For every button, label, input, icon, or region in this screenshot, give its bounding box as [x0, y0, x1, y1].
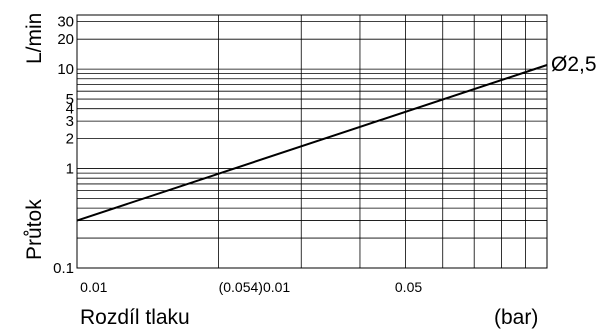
y-tick-label: 30	[57, 14, 74, 31]
x-tick-label: (0.054)0.01	[219, 279, 291, 295]
y-tick-label: 20	[57, 31, 74, 48]
x-axis-unit-label: (bar)	[494, 306, 538, 329]
y-tick-label: 0.1	[53, 260, 74, 277]
series-lines: Ø2,5	[76, 53, 597, 222]
x-tick-label: 0.05	[395, 279, 422, 295]
y-tick-label: 1	[66, 161, 74, 178]
axis-titles: L/min Průtok Rozdíl tlaku (bar)	[23, 13, 538, 329]
grid-lines	[76, 14, 548, 269]
y-axis-label: Průtok	[23, 199, 46, 260]
y-tick-label: 10	[57, 61, 74, 78]
y-axis-unit-label: L/min	[23, 13, 46, 64]
y-tick-label: 3	[66, 113, 74, 130]
y-tick-label: 4	[66, 101, 74, 118]
plot-border	[76, 14, 548, 269]
y-tick-label: 2	[66, 131, 74, 148]
y-tick-label: 5	[66, 91, 74, 108]
series-label: Ø2,5	[551, 53, 597, 76]
x-axis-label: Rozdíl tlaku	[80, 306, 190, 329]
x-tick-label: 0.01	[80, 279, 107, 295]
series-line	[76, 64, 548, 222]
